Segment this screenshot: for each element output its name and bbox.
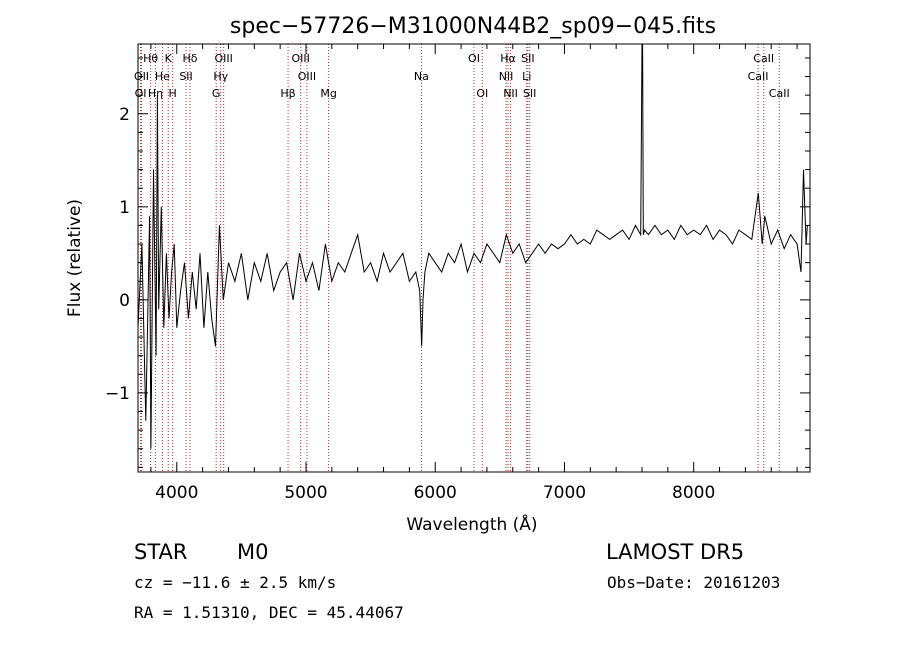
object-subclass: M0 <box>237 540 269 564</box>
spectrum-line <box>137 43 808 449</box>
survey-name: LAMOST DR5 <box>606 540 745 564</box>
y-tick-labels: −1 0 1 2 <box>105 105 130 404</box>
x-tick-label: 5000 <box>284 483 327 503</box>
line-marker-label: NII <box>499 70 514 83</box>
line-marker-label: Hη <box>148 87 163 100</box>
line-marker-label: K <box>165 52 173 65</box>
spectral-line-markers <box>140 44 780 472</box>
y-axis-label: Flux (relative) <box>65 199 85 317</box>
line-marker-label: Na <box>414 70 429 83</box>
line-marker-label: H <box>168 87 176 100</box>
line-marker-label: CaII <box>769 87 790 100</box>
line-marker-label: OI <box>476 87 488 100</box>
line-marker-label: Hβ <box>280 87 295 100</box>
line-marker-label: CaII <box>748 70 769 83</box>
x-tick-label: 4000 <box>155 483 198 503</box>
plot-frame <box>137 43 811 473</box>
line-marker-label: OI <box>468 52 480 65</box>
line-marker-label: Mg <box>320 87 336 100</box>
y-tick-label: 2 <box>119 105 130 125</box>
line-marker-label: SII <box>179 70 192 83</box>
x-tick-label: 7000 <box>543 483 586 503</box>
line-marker-label: Li <box>522 70 531 83</box>
y-tick-label: 0 <box>119 291 130 311</box>
line-marker-label: G <box>212 87 221 100</box>
redshift-velocity: cz = −11.6 ± 2.5 km/s <box>134 573 337 592</box>
line-marker-label: OI <box>135 87 147 100</box>
object-class: STAR <box>134 540 188 564</box>
line-marker-label: OIII <box>292 52 310 65</box>
x-axis-label: Wavelength (Å) <box>406 513 537 535</box>
line-marker-label: NII <box>503 87 518 100</box>
chart-title: spec−57726−M31000N44B2_sp09−045.fits <box>230 14 716 39</box>
line-marker-label: SII <box>523 87 536 100</box>
x-tick-label: 6000 <box>414 483 457 503</box>
coordinates: RA = 1.51310, DEC = 45.44067 <box>134 603 404 622</box>
line-marker-label: Hθ <box>143 52 158 65</box>
line-marker-label: OIII <box>298 70 316 83</box>
line-marker-label: Hδ <box>182 52 197 65</box>
line-marker-label: CaII <box>753 52 774 65</box>
axis-ticks <box>138 44 810 472</box>
line-marker-label: OIII <box>214 52 232 65</box>
y-tick-label: −1 <box>105 384 130 404</box>
x-tick-labels: 4000 5000 6000 7000 8000 <box>155 483 715 503</box>
line-marker-label: Hγ <box>213 70 228 83</box>
observation-date: Obs−Date: 20161203 <box>607 573 781 592</box>
x-tick-label: 8000 <box>672 483 715 503</box>
line-marker-label: SII <box>521 52 534 65</box>
y-tick-label: 1 <box>119 198 130 218</box>
line-marker-label: Hα <box>500 52 516 65</box>
line-marker-label: He <box>155 70 170 83</box>
